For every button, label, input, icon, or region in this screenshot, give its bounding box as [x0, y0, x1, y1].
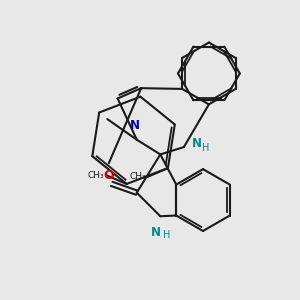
- Text: O: O: [103, 169, 113, 182]
- Text: H: H: [202, 142, 209, 153]
- Text: H: H: [163, 230, 170, 239]
- Text: CH₃: CH₃: [88, 171, 105, 180]
- Text: CH₃: CH₃: [129, 172, 146, 182]
- Text: N: N: [130, 119, 140, 132]
- Text: N: N: [151, 226, 161, 239]
- Text: N: N: [192, 137, 202, 150]
